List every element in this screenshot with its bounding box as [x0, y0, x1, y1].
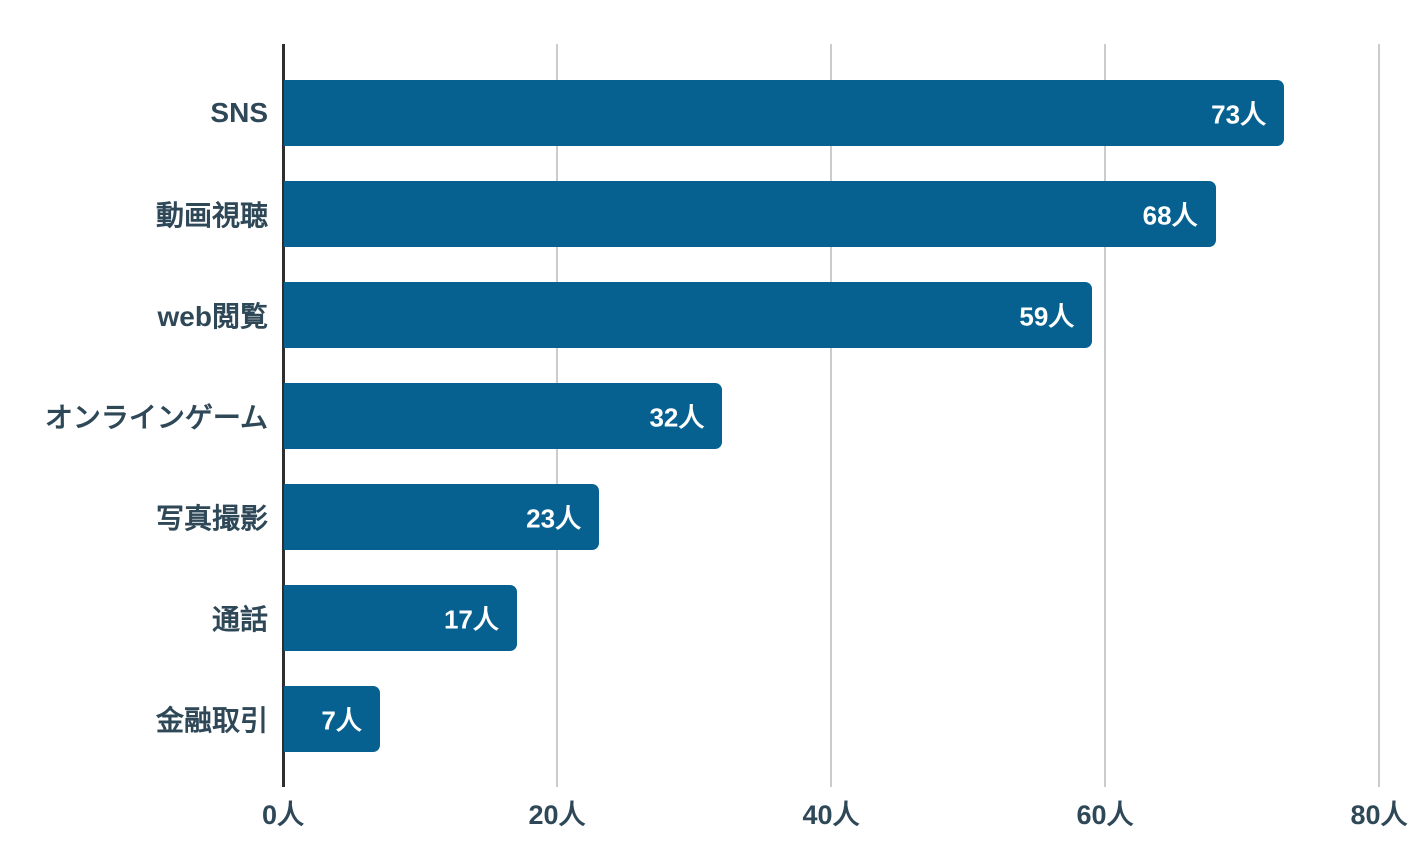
- bar-value-label: 32人: [649, 402, 705, 433]
- category-label-写真撮影: 写真撮影: [155, 503, 268, 534]
- bar-通話: 17人: [284, 585, 517, 651]
- bar-value-label: 7人: [321, 705, 362, 736]
- category-label-web閲覧: web閲覧: [157, 301, 268, 332]
- category-label-SNS: SNS: [210, 97, 268, 128]
- category-label-オンラインゲーム: オンラインゲーム: [44, 402, 268, 433]
- gridline-x80: [1378, 44, 1380, 787]
- bar-写真撮影: 23人: [284, 484, 600, 550]
- x-tick-label-80: 80人: [1350, 800, 1408, 830]
- bar-動画視聴: 68人: [284, 181, 1216, 247]
- x-tick-label-40: 40人: [802, 800, 860, 830]
- category-label-動画視聴: 動画視聴: [155, 200, 268, 231]
- bar-金融取引: 7人: [284, 686, 380, 752]
- bar-value-label: 17人: [443, 604, 499, 635]
- bar-value-label: 68人: [1142, 200, 1198, 231]
- x-tick-label-20: 20人: [528, 800, 586, 830]
- bar-web閲覧: 59人: [284, 282, 1093, 348]
- gridline-x60: [1104, 44, 1106, 787]
- x-tick-label-60: 60人: [1076, 800, 1134, 830]
- bar-オンラインゲーム: 32人: [284, 383, 723, 449]
- bar-value-label: 59人: [1019, 301, 1075, 332]
- y-axis-line: [281, 44, 285, 787]
- bar-value-label: 23人: [526, 503, 582, 534]
- gridline-x40: [830, 44, 832, 787]
- category-label-通話: 通話: [211, 604, 268, 635]
- bar-SNS: 73人: [284, 80, 1285, 146]
- bar-value-label: 73人: [1211, 99, 1267, 130]
- x-tick-label-0: 0人: [261, 800, 305, 830]
- category-label-金融取引: 金融取引: [155, 705, 268, 736]
